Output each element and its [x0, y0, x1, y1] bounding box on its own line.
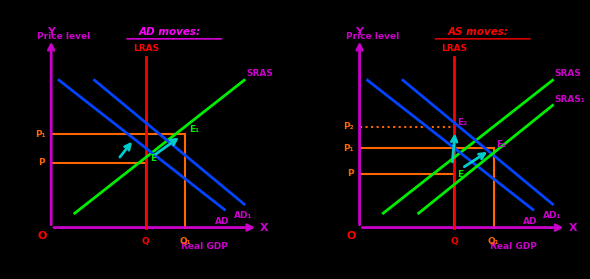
Text: Real GDP: Real GDP	[181, 242, 228, 251]
Text: SRAS₁: SRAS₁	[555, 95, 585, 104]
Text: O: O	[38, 231, 47, 241]
Text: AD: AD	[523, 217, 537, 226]
Text: Price level: Price level	[346, 32, 399, 41]
Text: AD moves:: AD moves:	[138, 27, 201, 37]
Text: AD₁: AD₁	[234, 211, 253, 220]
Text: Q: Q	[142, 237, 150, 246]
Text: AD₁: AD₁	[543, 211, 561, 220]
Text: Q₁: Q₁	[488, 237, 499, 246]
Text: Q: Q	[450, 237, 458, 246]
Text: O: O	[346, 231, 356, 241]
Text: Real GDP: Real GDP	[490, 242, 537, 251]
Text: Q₁: Q₁	[179, 237, 191, 246]
Text: P₁: P₁	[343, 144, 353, 153]
Text: P: P	[347, 169, 353, 178]
Text: Price level: Price level	[37, 32, 91, 41]
Text: P₁: P₁	[35, 130, 45, 139]
Text: P₂: P₂	[343, 122, 353, 131]
Text: SRAS: SRAS	[555, 69, 582, 78]
Text: E: E	[457, 170, 463, 179]
Text: P: P	[38, 158, 45, 167]
Text: E₁: E₁	[189, 125, 199, 134]
Text: LRAS: LRAS	[133, 44, 159, 53]
Text: LRAS: LRAS	[441, 44, 467, 53]
Text: E₁: E₁	[496, 140, 506, 149]
Text: AS moves:: AS moves:	[447, 27, 508, 37]
Text: E: E	[150, 154, 156, 163]
Text: Y: Y	[356, 27, 363, 37]
Text: X: X	[568, 223, 577, 233]
Text: X: X	[260, 223, 268, 233]
Text: SRAS: SRAS	[246, 69, 273, 78]
Text: E₂: E₂	[457, 118, 467, 127]
Text: AD: AD	[215, 217, 229, 226]
Text: Y: Y	[47, 27, 55, 37]
